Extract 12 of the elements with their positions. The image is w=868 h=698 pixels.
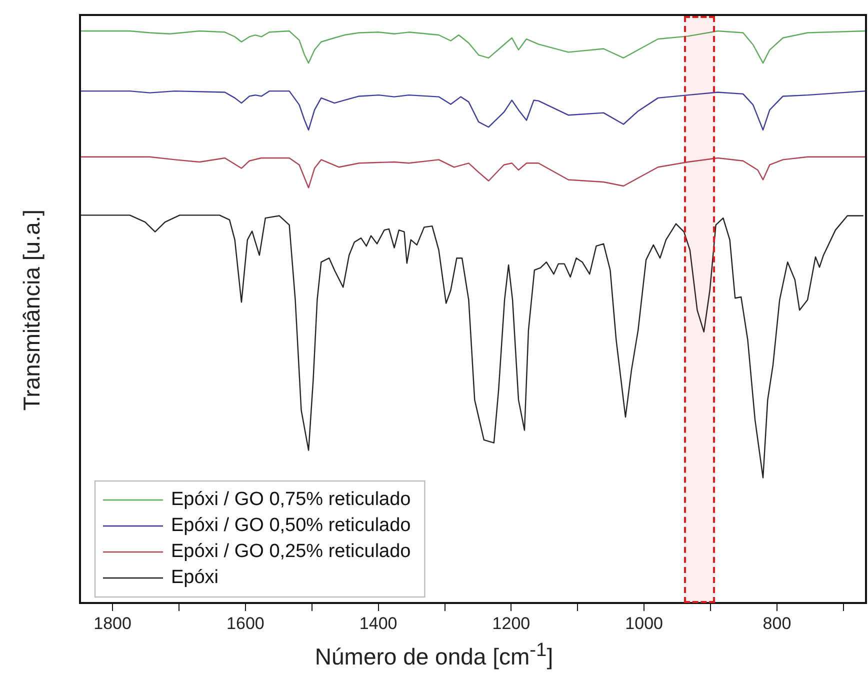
- x-tick-label: 1800: [94, 614, 132, 633]
- legend-label: Epóxi / GO 0,50% reticulado: [171, 515, 411, 536]
- legend-label: Epóxi / GO 0,25% reticulado: [171, 541, 411, 562]
- legend-label: Epóxi: [171, 567, 219, 588]
- x-tick-label: 800: [762, 614, 792, 633]
- x-tick-label: 1000: [625, 614, 663, 633]
- x-axis-title: Número de onda [cm$^{-1}$]: [314, 640, 554, 671]
- legend-label: Epóxi / GO 0,75% reticulado: [171, 489, 411, 510]
- x-tick-label: 1600: [226, 614, 264, 633]
- x-tick-label: 1400: [359, 614, 398, 633]
- x-tick-label: 1200: [492, 614, 530, 633]
- y-axis-title: Transmitância [u.a.]: [18, 209, 46, 411]
